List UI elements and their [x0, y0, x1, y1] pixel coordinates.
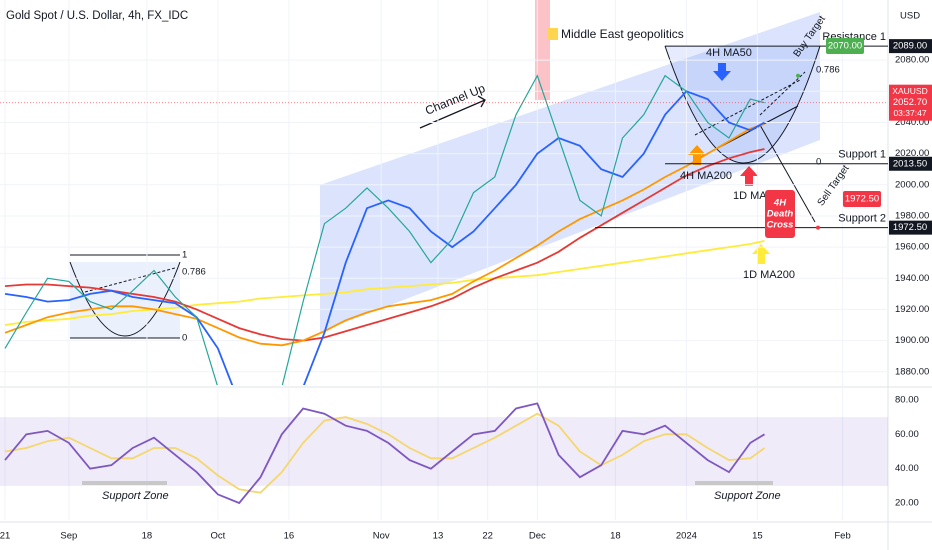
price-marker [889, 84, 932, 121]
y-tick-label: 1920.00 [895, 304, 929, 315]
ma-label: 4H MA50 [706, 47, 752, 59]
chart-title: Gold Spot / U.S. Dollar, 4h, FX_IDC [6, 10, 188, 22]
target-box [826, 38, 864, 54]
cup-curve [69, 261, 181, 337]
fib-label: 0 [182, 333, 187, 344]
fib-label: 0.786 [182, 267, 206, 278]
annotation: Support Zone [714, 490, 781, 502]
target-arrow [759, 124, 816, 223]
death-cross-label: Cross [767, 220, 794, 231]
x-tick-label: 18 [610, 531, 621, 542]
level-label: 1972.50 [893, 222, 927, 233]
target-box [843, 191, 881, 207]
x-tick-label: 2024 [676, 531, 697, 542]
series-line [4, 402, 765, 505]
x-tick-label: Nov [373, 531, 390, 542]
x-tick-label: 16 [284, 531, 295, 542]
cup-zone [70, 262, 180, 338]
y-tick-label: 2020.00 [895, 148, 929, 159]
target-point [816, 225, 820, 230]
level-label: 2013.50 [893, 158, 927, 169]
x-tick-label: 21 [0, 531, 10, 542]
rsi-tick-label: 60.00 [895, 429, 919, 440]
fib-label: 0 [816, 157, 821, 168]
ma-arrow [688, 145, 706, 165]
level-name: Support 2 [838, 213, 886, 225]
spike-highlight [535, 0, 550, 100]
x-tick-label: 13 [433, 531, 444, 542]
x-tick-label: Oct [211, 531, 226, 542]
price-symbol: XAUUSD [892, 86, 927, 96]
series-line [4, 90, 765, 385]
series-line [4, 148, 765, 342]
annotation: Middle East geopolitics [561, 27, 684, 41]
x-tick-label: 22 [482, 531, 493, 542]
x-tick-label: 18 [142, 531, 153, 542]
x-tick-label: Sep [60, 531, 77, 542]
ma-label: 1D MA200 [743, 269, 795, 281]
level-name: Support 1 [838, 149, 886, 161]
currency: USD [900, 11, 920, 22]
x-tick-label: 15 [752, 531, 763, 542]
fib-label: 0.786 [816, 65, 840, 76]
ma-arrow [752, 244, 770, 264]
ma-label: 4H MA200 [680, 170, 732, 182]
x-tick-label: Feb [834, 531, 850, 542]
y-tick-label: 2040.00 [895, 117, 929, 128]
death-cross-label: Death [767, 209, 794, 220]
support-zone [82, 481, 167, 485]
price-countdown: 03:37:47 [893, 108, 926, 118]
rsi-tick-label: 20.00 [895, 498, 919, 509]
y-tick-label: 1900.00 [895, 335, 929, 346]
death-cross-box [765, 190, 795, 238]
rsi-tick-label: 40.00 [895, 463, 919, 474]
level-label: 2089.00 [893, 41, 927, 52]
y-tick-label: 1980.00 [895, 210, 929, 221]
y-tick-label: 2080.00 [895, 55, 929, 66]
series-line [4, 240, 765, 326]
y-tick-label: 2000.00 [895, 179, 929, 190]
ma-arrow [713, 63, 731, 81]
y-tick-label: 1940.00 [895, 273, 929, 284]
level-box [889, 220, 932, 235]
target-point [796, 73, 800, 78]
annotation: Support Zone [102, 490, 169, 502]
series-line [4, 123, 765, 347]
note-icon [548, 28, 558, 40]
target-arrow [759, 71, 806, 116]
rsi-band [0, 417, 888, 486]
rsi-tick-label: 80.00 [895, 394, 919, 405]
fib-label: 1 [182, 250, 187, 261]
level-box [889, 156, 932, 171]
trend-line [84, 267, 176, 293]
target-label: 2070.00 [828, 41, 862, 52]
price-label: 2052.70 [893, 97, 927, 108]
series-line [4, 74, 765, 385]
x-tick-label: Dec [529, 531, 546, 542]
series-line [4, 412, 766, 494]
level-box [889, 39, 932, 54]
death-cross-label: 4H [773, 198, 787, 209]
y-tick-label: 1880.00 [895, 366, 929, 377]
y-tick-label: 1960.00 [895, 242, 929, 253]
target-label: 1972.50 [845, 194, 879, 205]
ma-arrow [740, 166, 758, 186]
channel-arrow [419, 95, 486, 129]
support-zone [695, 481, 773, 485]
